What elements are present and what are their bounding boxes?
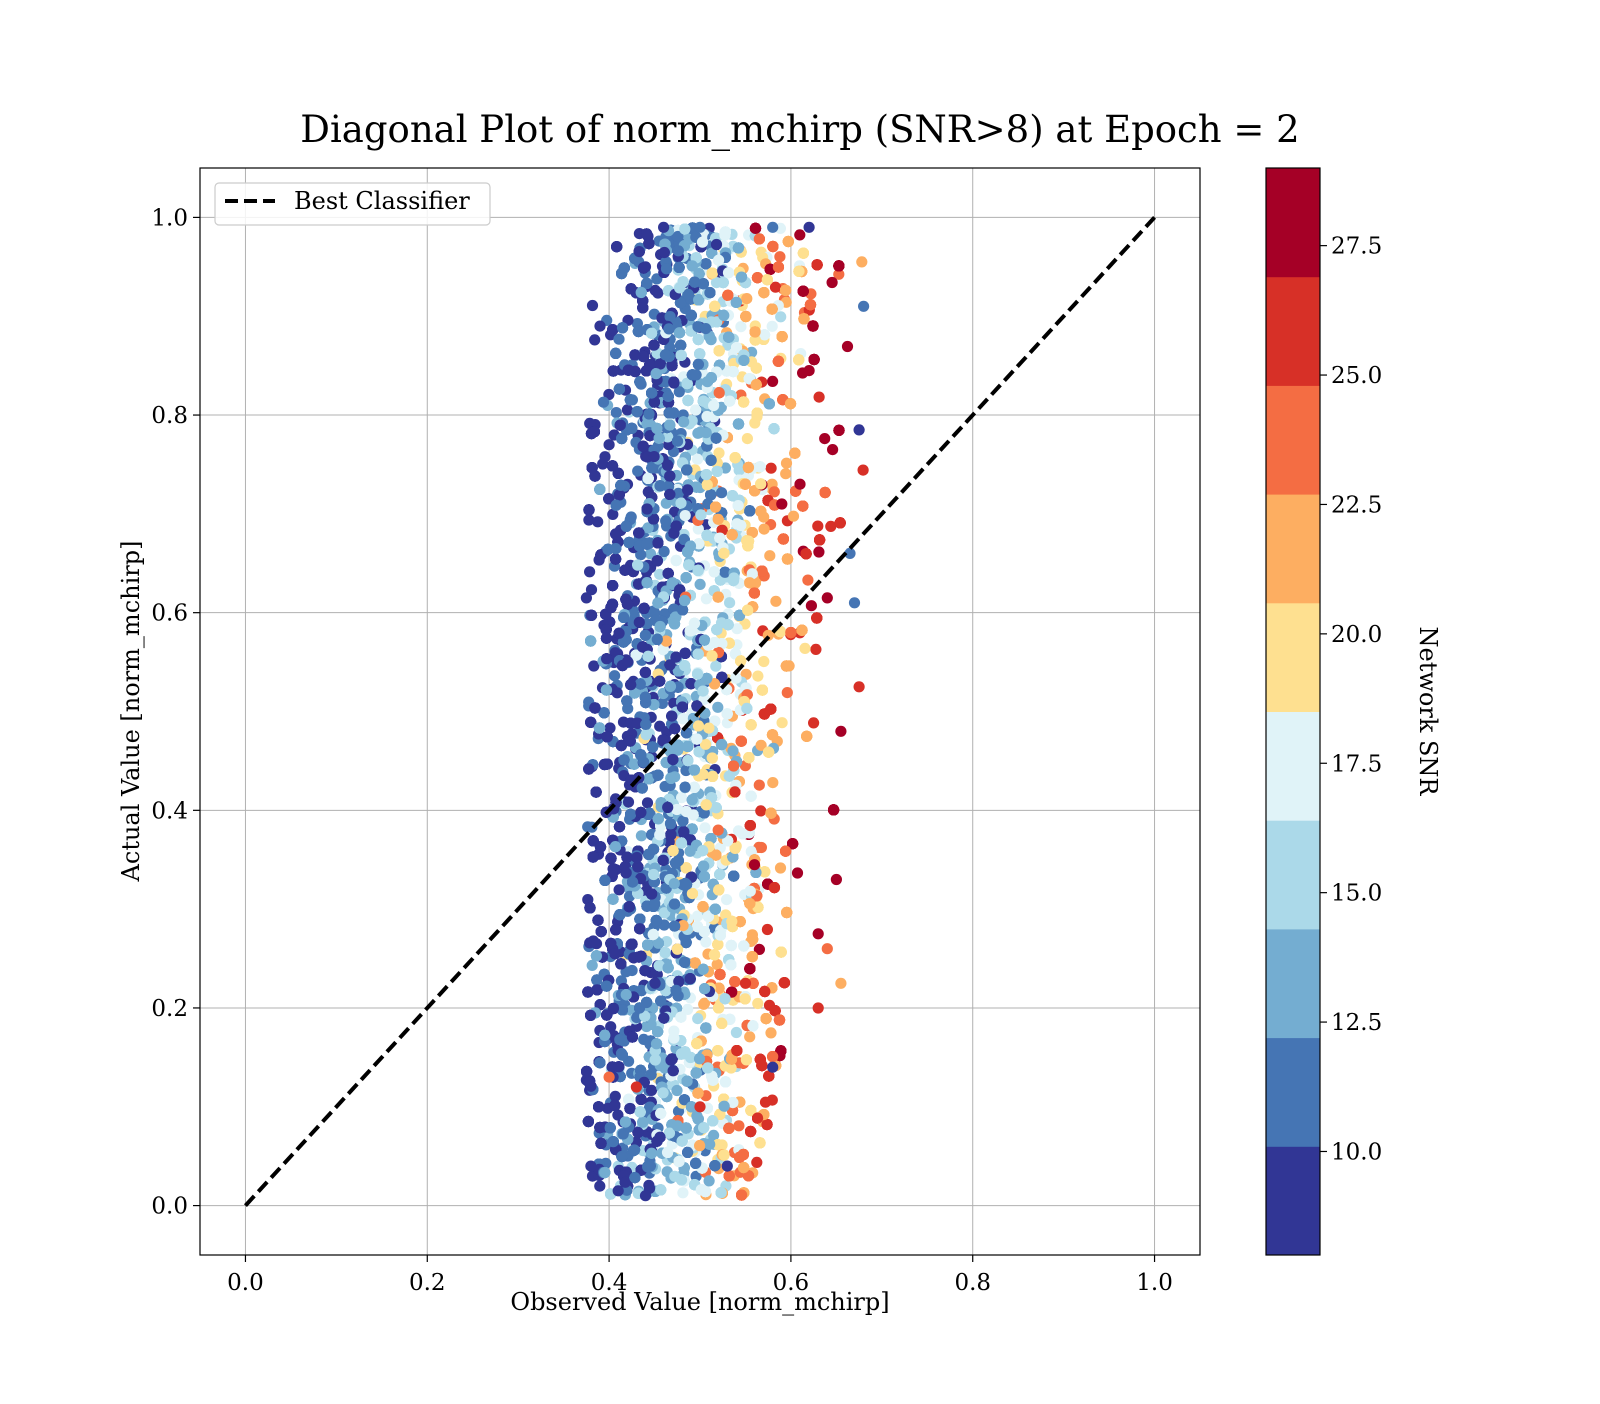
scatter-point	[770, 596, 781, 607]
scatter-point	[810, 644, 821, 655]
scatter-point	[700, 936, 711, 947]
scatter-point	[742, 433, 753, 444]
scatter-point	[814, 392, 825, 403]
scatter-point	[587, 300, 598, 311]
scatter-point	[623, 797, 634, 808]
scatter-point	[695, 579, 706, 590]
scatter-points	[581, 222, 869, 1202]
scatter-point	[759, 524, 770, 535]
scatter-point	[764, 550, 775, 561]
scatter-point	[591, 938, 602, 949]
scatter-point	[767, 777, 778, 788]
scatter-point	[716, 487, 727, 498]
scatter-point	[735, 321, 746, 332]
scatter-point	[614, 884, 625, 895]
scatter-point	[819, 433, 830, 444]
scatter-point	[802, 575, 813, 586]
scatter-point	[767, 376, 778, 387]
scatter-point	[712, 702, 723, 713]
scatter-point	[775, 862, 786, 873]
scatter-point	[806, 600, 817, 611]
scatter-point	[794, 229, 805, 240]
scatter-point	[721, 894, 732, 905]
scatter-point	[632, 466, 643, 477]
scatter-point	[692, 454, 703, 465]
scatter-point	[751, 1157, 762, 1168]
scatter-point	[671, 1085, 682, 1096]
scatter-point	[782, 687, 793, 698]
scatter-point	[611, 407, 622, 418]
scatter-point	[752, 671, 763, 682]
scatter-point	[594, 1181, 605, 1192]
scatter-point	[827, 277, 838, 288]
scatter-point	[755, 805, 766, 816]
scatter-point	[758, 656, 769, 667]
scatter-point	[692, 1013, 703, 1024]
scatter-point	[584, 566, 595, 577]
scatter-point	[777, 717, 788, 728]
scatter-point	[808, 717, 819, 728]
scatter-point	[642, 797, 653, 808]
scatter-point	[752, 998, 763, 1009]
scatter-point	[813, 546, 824, 557]
scatter-point	[788, 511, 799, 522]
scatter-point	[842, 341, 853, 352]
scatter-point	[762, 924, 773, 935]
scatter-point	[792, 867, 803, 878]
scatter-point	[622, 404, 633, 415]
scatter-point	[598, 397, 609, 408]
scatter-point	[766, 463, 777, 474]
scatter-point	[767, 321, 778, 332]
scatter-point	[767, 1095, 778, 1106]
scatter-point	[858, 465, 869, 476]
scatter-point	[701, 593, 712, 604]
scatter-point	[589, 334, 600, 345]
scatter-point	[592, 516, 603, 527]
scatter-point	[774, 251, 785, 262]
scatter-point	[636, 830, 647, 841]
scatter-point	[799, 643, 810, 654]
scatter-point	[733, 1120, 744, 1131]
scatter-point	[780, 468, 791, 479]
scatter-point	[727, 745, 738, 756]
scatter-point	[724, 597, 735, 608]
scatter-point	[712, 959, 723, 970]
scatter-point	[744, 1031, 755, 1042]
scatter-point	[754, 780, 765, 791]
scatter-point	[781, 458, 792, 469]
scatter-point	[652, 287, 663, 298]
scatter-point	[756, 842, 767, 853]
scatter-point	[827, 444, 838, 455]
scatter-point	[741, 293, 752, 304]
scatter-point	[812, 521, 823, 532]
chart-title: Diagonal Plot of norm_mchirp (SNR>8) at …	[300, 108, 1299, 152]
scatter-point	[731, 1027, 742, 1038]
scatter-point	[613, 334, 624, 345]
scatter-point	[599, 451, 610, 462]
scatter-point	[765, 1027, 776, 1038]
scatter-point	[699, 822, 710, 833]
scatter-point	[609, 670, 620, 681]
scatter-point	[775, 311, 786, 322]
scatter-point	[677, 1187, 688, 1198]
scatter-point	[660, 515, 671, 526]
scatter-point	[588, 660, 599, 671]
scatter-point	[710, 661, 721, 672]
